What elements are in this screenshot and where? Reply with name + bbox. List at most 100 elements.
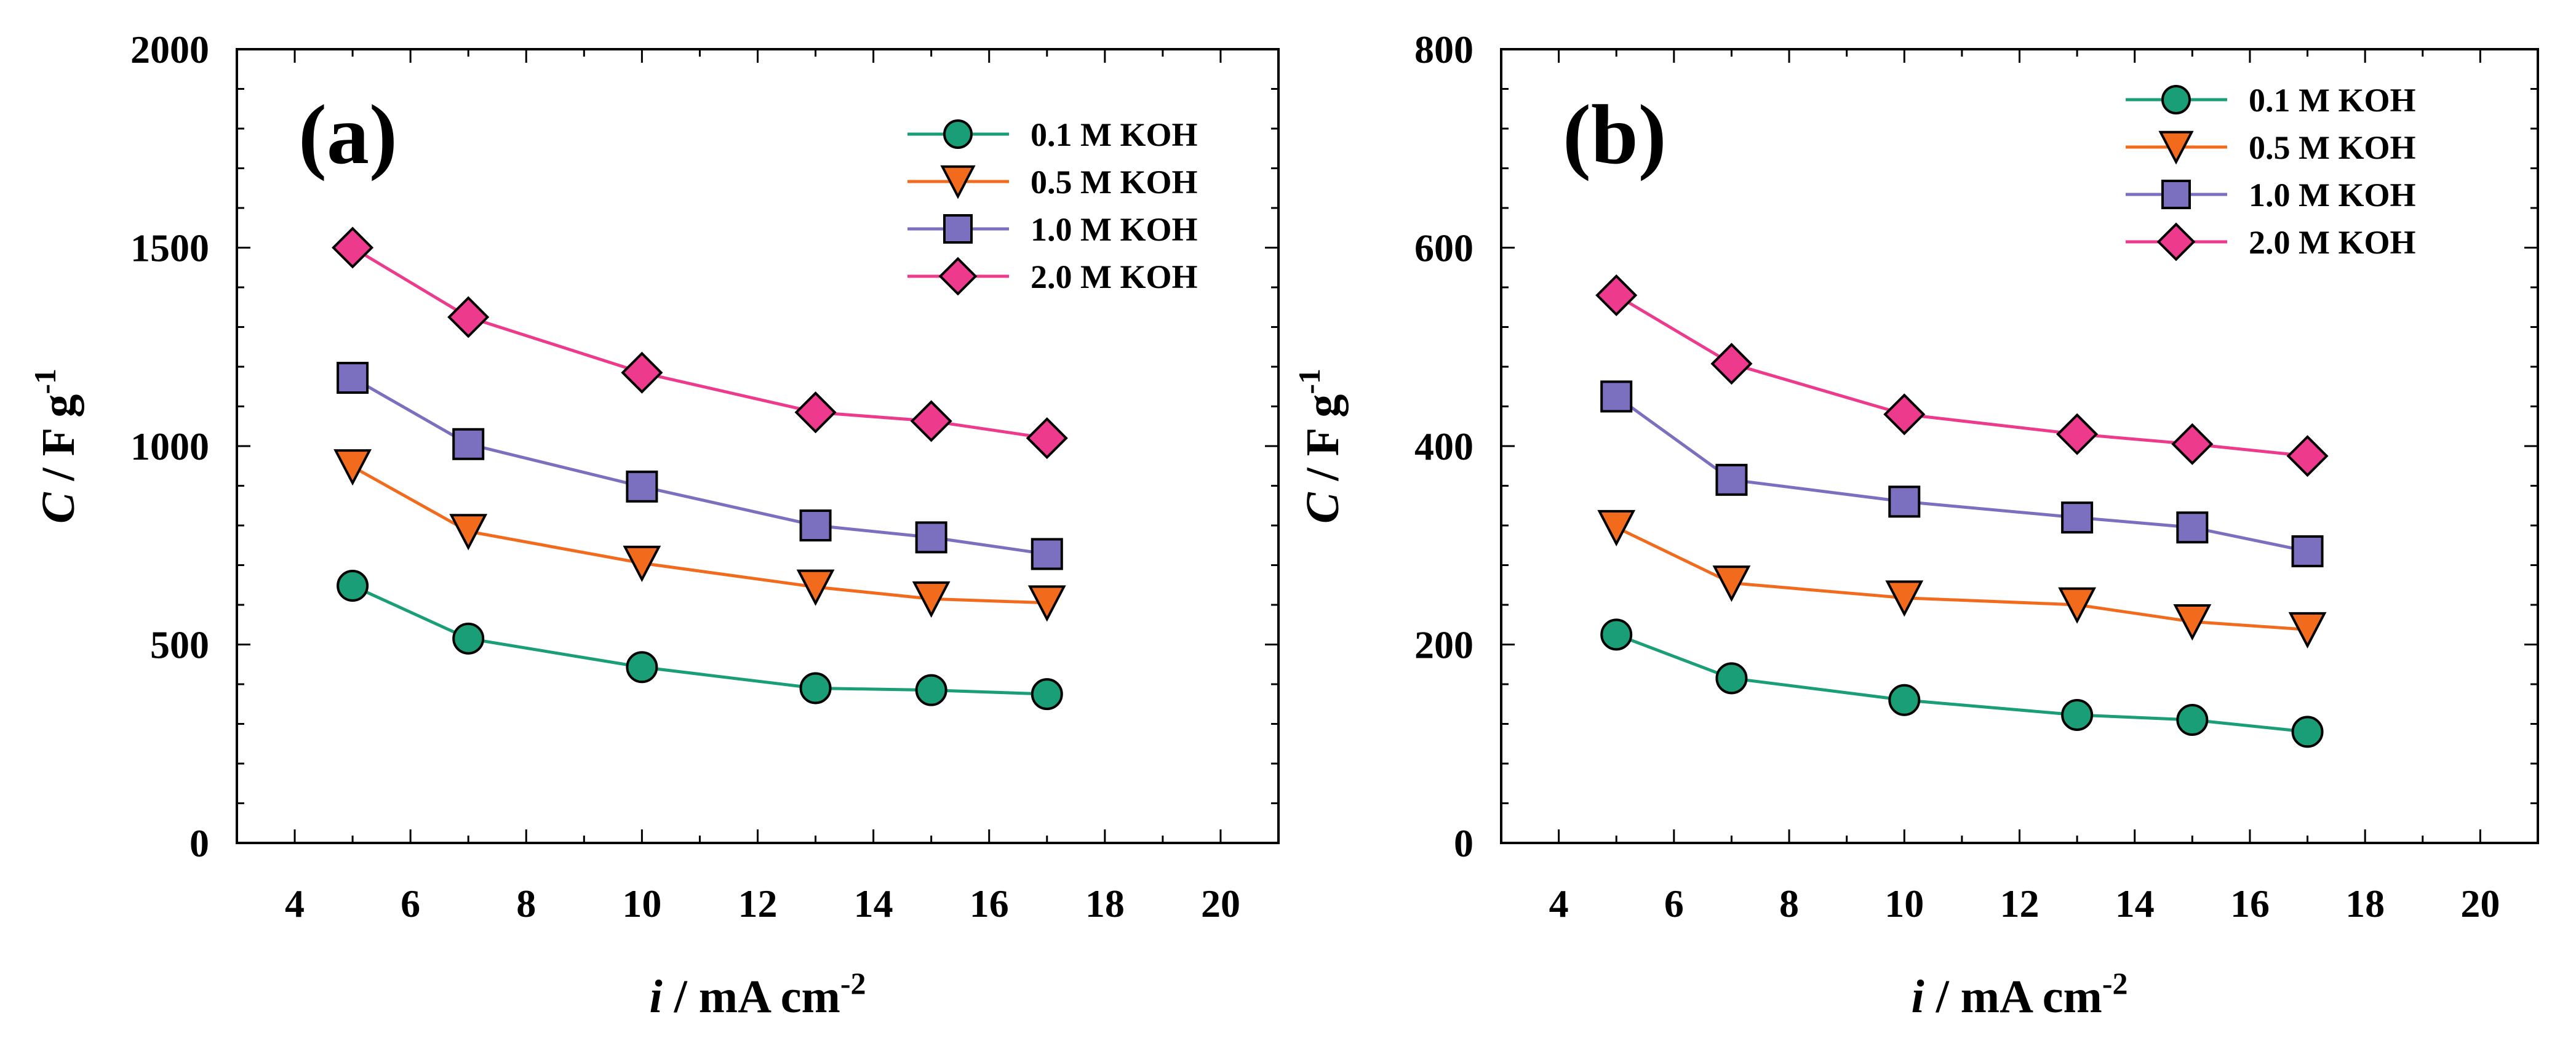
data-point	[1710, 343, 1753, 385]
panel-label: (b)	[1563, 87, 1667, 182]
y-tick-label: 500	[150, 623, 209, 667]
x-axis-label: i / mA cm-2	[1912, 966, 2128, 1023]
data-point	[447, 296, 490, 338]
data-point	[1031, 538, 1063, 570]
x-tick-label: 14	[854, 882, 893, 925]
x-tick-label: 16	[970, 882, 1009, 925]
x-tick-label: 10	[1884, 882, 1924, 925]
y-axis-label: C / F g-1	[28, 369, 84, 524]
data-point	[2286, 435, 2329, 477]
data-point	[915, 674, 947, 706]
data-point	[337, 570, 369, 602]
x-tick-label: 4	[285, 882, 305, 925]
legend-label: 2.0 M KOH	[1031, 258, 1197, 295]
series-line	[352, 584, 1047, 696]
data-point	[621, 351, 663, 394]
series-0-5-m-koh	[1597, 509, 2327, 649]
x-axis-label: i / mA cm-2	[650, 966, 866, 1023]
y-tick-label: 800	[1414, 28, 1473, 71]
legend-marker	[943, 119, 973, 149]
data-point	[799, 509, 832, 541]
y-tick-label: 0	[1454, 821, 1473, 865]
x-tick-label: 6	[1664, 882, 1684, 925]
data-point	[796, 569, 835, 606]
data-point	[915, 521, 947, 554]
data-point	[2291, 535, 2324, 567]
data-point	[1597, 509, 1636, 546]
y-tick-label: 400	[1414, 425, 1473, 468]
series-0-5-m-koh	[333, 449, 1066, 622]
data-point	[332, 226, 374, 269]
series-0-1-m-koh	[337, 570, 1063, 711]
data-point	[449, 514, 488, 551]
x-tick-label: 16	[2230, 882, 2270, 925]
y-tick-label: 2000	[130, 28, 209, 71]
data-point	[2176, 704, 2209, 737]
data-point	[1712, 565, 1751, 602]
x-tick-label: 10	[622, 882, 661, 925]
data-point	[1031, 678, 1063, 711]
x-tick-label: 12	[738, 882, 778, 925]
legend-label: 0.1 M KOH	[2249, 82, 2415, 119]
series-line	[1616, 525, 2308, 631]
x-tick-label: 8	[516, 882, 536, 925]
series-line	[1615, 293, 2308, 458]
data-point	[337, 362, 369, 394]
legend-marker	[940, 165, 976, 199]
legend: 0.1 M KOH 0.5 M KOH 1.0 M KOH 2.0 M KOH	[2126, 82, 2415, 261]
legend-marker	[2161, 85, 2191, 114]
data-point	[333, 449, 372, 486]
legend-marker	[2158, 130, 2194, 165]
data-point	[912, 581, 951, 618]
y-tick-label: 200	[1414, 623, 1473, 667]
legend-label: 0.5 M KOH	[1031, 164, 1197, 201]
x-tick-label: 14	[2115, 882, 2155, 925]
x-tick-label: 12	[2000, 882, 2040, 925]
data-point	[799, 672, 832, 705]
x-tick-label: 20	[2460, 882, 2500, 925]
x-tick-label: 18	[1085, 882, 1125, 925]
x-tick-label: 20	[1201, 882, 1240, 925]
x-tick-label: 4	[1549, 882, 1569, 925]
data-point	[1600, 618, 1633, 651]
y-tick-label: 600	[1414, 226, 1473, 270]
data-point	[1595, 274, 1638, 316]
series-line	[1616, 633, 2308, 733]
data-point	[2176, 511, 2209, 544]
series-1-0-m-koh	[337, 362, 1063, 570]
series-line	[351, 376, 1048, 556]
series-line	[1615, 395, 2308, 553]
data-point	[2173, 604, 2212, 641]
legend-label: 1.0 M KOH	[2249, 177, 2415, 214]
y-tick-label: 0	[189, 821, 209, 865]
data-point	[910, 400, 952, 442]
data-point	[794, 391, 837, 434]
legend-label: 2.0 M KOH	[2249, 224, 2415, 261]
legend-label: 1.0 M KOH	[1031, 211, 1197, 248]
data-point	[1600, 380, 1633, 413]
data-point	[623, 545, 661, 582]
series-line	[351, 246, 1048, 440]
series-2-0-m-koh	[1595, 274, 2329, 477]
panel-label: (a)	[298, 87, 397, 182]
series-1-0-m-koh	[1600, 380, 2324, 567]
legend-marker	[2156, 222, 2196, 261]
data-point	[2288, 612, 2327, 649]
legend: 0.1 M KOH 0.5 M KOH 1.0 M KOH 2.0 M KOH	[907, 116, 1197, 296]
series-line	[351, 465, 1047, 605]
legend-label: 0.1 M KOH	[1031, 116, 1197, 153]
series-0-1-m-koh	[1600, 618, 2324, 748]
data-point	[1888, 485, 1921, 518]
data-point	[2061, 501, 2094, 534]
data-point	[2056, 413, 2099, 455]
data-point	[452, 428, 485, 460]
legend-marker	[943, 214, 973, 244]
data-point	[626, 651, 658, 684]
data-point	[1883, 393, 1926, 436]
chart-panel-a: 4 6 8 10 12 14 16 18 20 0 500 1000 1500 2000 i / mA cm…	[28, 28, 1280, 1023]
data-point	[1026, 417, 1068, 460]
y-tick-label: 1500	[130, 226, 209, 270]
y-axis-label: C / F g-1	[1292, 369, 1349, 524]
